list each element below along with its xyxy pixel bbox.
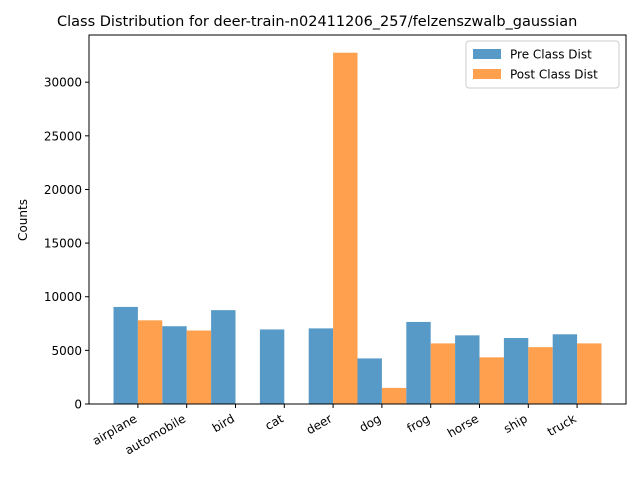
x-tick-label-deer: deer <box>304 411 335 437</box>
y-tick-label: 0 <box>74 398 82 412</box>
y-tick-label: 30000 <box>44 76 82 90</box>
y-tick-label: 5000 <box>51 344 82 358</box>
y-tick-label: 25000 <box>44 129 82 143</box>
bar-pre-airplane <box>113 306 138 404</box>
bar-post-airplane <box>137 320 163 404</box>
legend-label-post: Post Class Dist <box>510 68 598 82</box>
bar-pre-dog <box>357 358 382 404</box>
bar-post-dog <box>381 387 407 404</box>
x-tick-label-frog: frog <box>405 411 433 435</box>
plot-frame <box>88 34 627 405</box>
x-tick-label-ship: ship <box>501 411 529 436</box>
legend-box <box>465 40 620 89</box>
bar-post-ship <box>528 347 553 404</box>
legend: Pre Class Dist Post Class Dist <box>465 40 620 89</box>
x-tick-label-truck: truck <box>545 411 579 439</box>
bar-post-frog <box>430 343 456 404</box>
y-tick-label: 10000 <box>44 290 82 304</box>
y-axis-label: Counts <box>16 199 30 241</box>
bar-pre-deer <box>308 328 334 404</box>
bar-pre-cat <box>259 329 285 404</box>
y-tick-label: 20000 <box>44 183 82 197</box>
chart-title: Class Distribution for deer-train-n02411… <box>57 14 577 30</box>
bar-post-deer <box>333 52 358 404</box>
bar-pre-ship <box>503 338 529 404</box>
bar-pre-frog <box>406 321 431 404</box>
bar-post-automobile <box>186 330 212 404</box>
bar-pre-bird <box>211 310 236 404</box>
bar-pre-automobile <box>162 326 187 404</box>
bars-group <box>113 52 602 404</box>
bar-pre-truck <box>552 334 578 404</box>
x-tick-label-dog: dog <box>357 411 384 434</box>
y-axis: 0 5000 10000 15000 20000 25000 30000 <box>44 76 89 412</box>
legend-label-pre: Pre Class Dist <box>510 48 592 62</box>
x-tick-label-cat: cat <box>263 411 286 433</box>
legend-swatch-post <box>473 69 501 79</box>
x-tick-label-horse: horse <box>445 411 481 440</box>
bar-post-horse <box>479 357 504 404</box>
legend-swatch-pre <box>473 49 501 59</box>
bar-pre-horse <box>455 335 480 404</box>
x-tick-label-bird: bird <box>210 411 237 435</box>
y-tick-label: 15000 <box>44 237 82 251</box>
bar-post-truck <box>577 343 602 404</box>
